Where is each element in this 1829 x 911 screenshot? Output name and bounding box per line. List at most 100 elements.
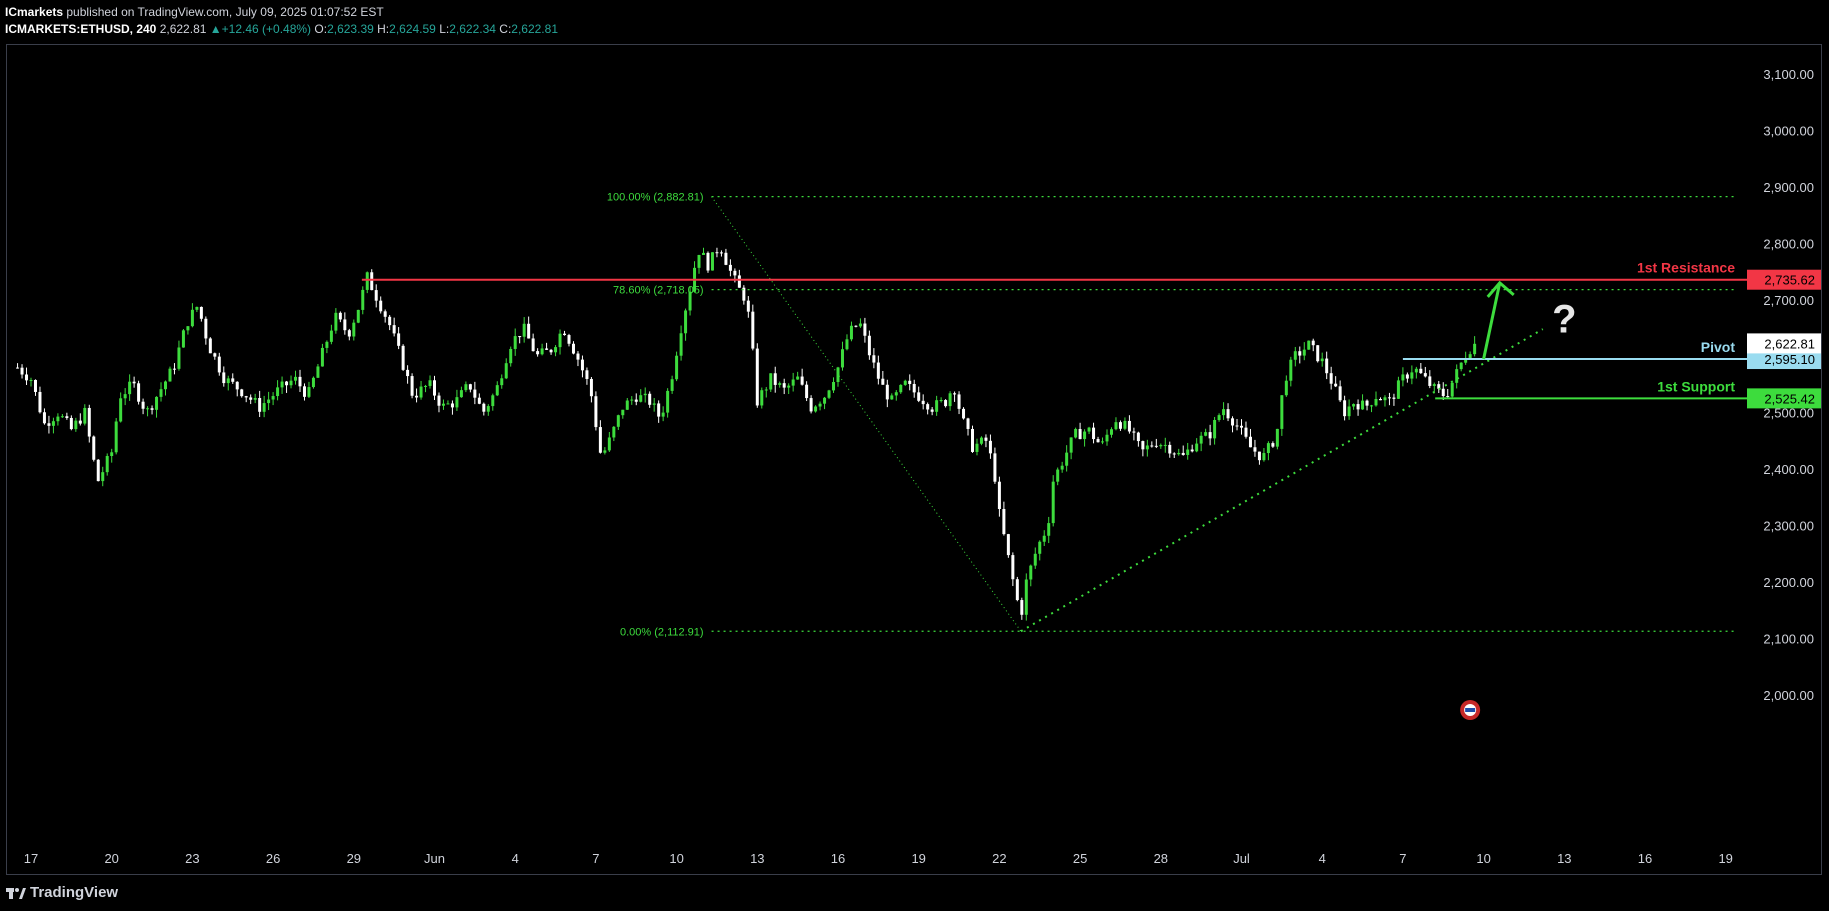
candle-body (957, 394, 961, 409)
last-price-tag-label: 2,622.81 (1764, 336, 1815, 351)
candle-body (1101, 441, 1105, 443)
publisher-name[interactable]: ICmarkets (5, 5, 64, 19)
candle-body (388, 316, 392, 326)
candle-body (921, 400, 925, 405)
candle-body (249, 397, 253, 400)
candle-body (746, 300, 750, 312)
candle-body (101, 472, 105, 482)
candle-body (1383, 397, 1387, 401)
candle-body (715, 252, 719, 254)
candle-body (1352, 404, 1356, 407)
candle-body (1132, 431, 1136, 433)
candle-body (343, 319, 347, 331)
candle-body (1235, 425, 1239, 427)
candle-body (47, 423, 51, 426)
candle-body (302, 386, 306, 397)
candle-body (244, 396, 248, 398)
published-text: published on TradingView.com, July 09, 2… (66, 5, 384, 19)
candle-body (329, 330, 333, 342)
candle-body (1038, 541, 1042, 554)
candle-body (1450, 382, 1454, 397)
y-tick-label: 2,500.00 (1763, 406, 1814, 421)
x-tick-label: 25 (1073, 851, 1087, 866)
candle-body (733, 270, 737, 276)
x-tick-label: 4 (1319, 851, 1326, 866)
candle-body (468, 384, 472, 390)
x-tick-label: 22 (992, 851, 1006, 866)
x-tick-label: 7 (592, 851, 599, 866)
low-label: L: (439, 22, 450, 36)
candle-body (984, 437, 988, 441)
candle-body (513, 336, 517, 349)
candle-body (477, 397, 481, 404)
candle-body (1114, 422, 1118, 430)
candle-body (437, 395, 441, 406)
candle-body (428, 380, 432, 386)
candle-body (522, 323, 526, 337)
candle-body (141, 401, 145, 409)
candle-body (316, 366, 320, 378)
candle-body (1387, 397, 1391, 399)
candle-body (486, 406, 490, 412)
candle-body (814, 406, 818, 412)
candle-body (1325, 358, 1329, 374)
candle-body (361, 289, 365, 310)
candle-body (190, 309, 194, 327)
candle-body (773, 373, 777, 385)
tradingview-brand[interactable]: TradingView (6, 884, 118, 901)
candle-body (110, 452, 114, 457)
candle-body (657, 403, 661, 417)
candle-body (1240, 425, 1243, 428)
candle-body (289, 380, 293, 386)
candle-body (1374, 398, 1378, 406)
candle-body (1446, 396, 1450, 398)
candle-body (383, 311, 387, 317)
candle-body (1150, 445, 1154, 447)
candle-body (1154, 445, 1158, 447)
candle-body (580, 359, 584, 371)
candle-body (298, 376, 302, 387)
candle-body (1096, 439, 1100, 443)
candle-body (177, 347, 181, 369)
candle-body (1083, 431, 1087, 440)
x-tick-label: 7 (1399, 851, 1406, 866)
chart-frame[interactable]: 2,000.00 2,100.00 2,200.00 2,300.00 2,400.00… (6, 44, 1822, 875)
candle-body (567, 335, 571, 344)
candle-body (1401, 374, 1405, 381)
candle-body (585, 370, 589, 379)
candle-body (374, 290, 378, 301)
candle-body (352, 322, 356, 337)
brand-name: TradingView (30, 884, 119, 901)
candle-body (1217, 415, 1221, 421)
symbol-name[interactable]: ICMARKETS:ETHUSD, 240 (5, 22, 157, 36)
candle-body (320, 347, 324, 367)
candle-body (1302, 349, 1306, 356)
candle-body (1078, 429, 1082, 440)
price-tag-label: 2,735.62 (1764, 273, 1815, 288)
candle-body (616, 415, 620, 427)
candle-body (1356, 404, 1360, 410)
candle-body (504, 363, 508, 379)
price-chart[interactable]: 2,000.00 2,100.00 2,200.00 2,300.00 2,400.00… (7, 45, 1821, 874)
chart-background[interactable] (7, 45, 1821, 874)
candle-body (65, 416, 69, 418)
candle-body (1343, 400, 1347, 417)
candle-body (563, 333, 567, 336)
candle-body (509, 348, 513, 364)
candle-body (446, 403, 450, 405)
candle-body (1060, 465, 1064, 470)
candle-body (424, 385, 428, 387)
candle-body (1320, 358, 1324, 362)
candle-body (1190, 449, 1194, 452)
candle-body (1405, 374, 1409, 379)
candle-body (1127, 420, 1131, 432)
fib-trend-line (711, 196, 1022, 632)
candle-body (325, 341, 329, 348)
candle-body (208, 338, 212, 354)
candle-body (1298, 351, 1302, 356)
x-tick-label: 20 (104, 851, 118, 866)
candle-body (25, 374, 29, 381)
candle-body (307, 387, 311, 397)
candle-body (1177, 452, 1181, 455)
candle-body (1365, 400, 1369, 406)
